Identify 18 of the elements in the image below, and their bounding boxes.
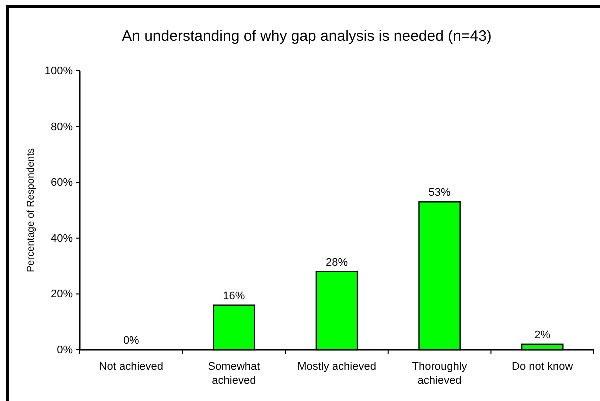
data-label: 28%	[326, 256, 348, 269]
y-tick-label: 60%	[50, 177, 74, 190]
x-tick-label: Thoroughly achieved	[412, 361, 468, 387]
y-tick-label: 20%	[50, 288, 74, 301]
y-axis-title: Percentage of Respondents	[26, 148, 37, 272]
x-tick-label: Somewhat achieved	[208, 361, 260, 387]
chart-title: An understanding of why gap analysis is needed (n=43)	[122, 28, 492, 45]
data-label: 53%	[428, 187, 452, 200]
y-tick-label: 0%	[57, 344, 74, 357]
data-label: 16%	[223, 290, 246, 302]
x-tick-label: Not achieved	[99, 361, 164, 373]
y-tick-label: 100%	[44, 66, 74, 78]
y-tick-label: 80%	[50, 121, 74, 134]
x-tick-label: Mostly achieved	[298, 361, 376, 373]
data-label: 2%	[534, 329, 551, 342]
x-tick-label: Do not know	[512, 361, 574, 373]
y-tick-label: 40%	[50, 232, 74, 245]
data-label: 0%	[123, 335, 140, 347]
